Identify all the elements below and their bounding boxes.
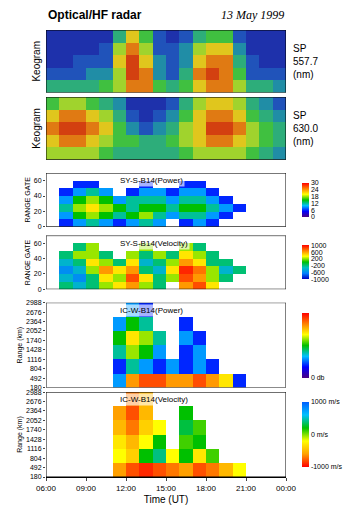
svg-text:IC-W-B14(Velocity): IC-W-B14(Velocity)	[120, 395, 188, 404]
svg-text:1116: 1116	[27, 356, 42, 363]
svg-text:0: 0	[38, 286, 42, 293]
svg-text:2988: 2988	[26, 389, 42, 396]
svg-text:IC-W-B14(Power): IC-W-B14(Power)	[120, 306, 183, 315]
svg-text:RANGE GATE: RANGE GATE	[24, 239, 31, 285]
svg-text:1740: 1740	[26, 337, 42, 344]
svg-text:2052: 2052	[26, 417, 42, 424]
svg-text:492: 492	[30, 375, 42, 382]
svg-text:Time (UT): Time (UT)	[144, 494, 189, 505]
svg-text:0: 0	[311, 213, 315, 220]
svg-text:18:00: 18:00	[196, 484, 217, 493]
svg-text:1740: 1740	[26, 426, 42, 433]
svg-text:40: 40	[34, 255, 42, 262]
svg-text:2364: 2364	[26, 318, 42, 325]
svg-text:2052: 2052	[26, 327, 42, 334]
svg-text:200: 200	[311, 255, 323, 262]
svg-text:2988: 2988	[26, 299, 42, 306]
svg-text:1116: 1116	[27, 445, 42, 452]
svg-text:804: 804	[30, 455, 42, 462]
svg-text:492: 492	[30, 464, 42, 471]
svg-text:20: 20	[34, 270, 42, 277]
svg-text:12:00: 12:00	[116, 484, 137, 493]
svg-text:Keogram: Keogram	[31, 108, 42, 149]
svg-text:804: 804	[30, 365, 42, 372]
svg-text:-1000: -1000	[311, 276, 329, 283]
svg-text:0 m/s: 0 m/s	[311, 431, 329, 438]
svg-text:Keogram: Keogram	[31, 41, 42, 82]
svg-text:SP557.7(nm): SP557.7(nm)	[293, 43, 318, 80]
svg-text:18: 18	[311, 193, 319, 200]
svg-text:06:00: 06:00	[36, 484, 57, 493]
svg-text:-600: -600	[311, 269, 325, 276]
svg-text:20: 20	[34, 208, 42, 215]
svg-text:00:00: 00:00	[276, 484, 297, 493]
svg-text:1428: 1428	[26, 436, 42, 443]
svg-text:2676: 2676	[26, 309, 42, 316]
svg-text:2676: 2676	[26, 398, 42, 405]
svg-text:180: 180	[30, 384, 42, 391]
svg-text:Optical/HF radar: Optical/HF radar	[48, 8, 142, 22]
svg-text:13 May 1999: 13 May 1999	[221, 8, 284, 22]
svg-text:1000 m/s: 1000 m/s	[311, 398, 340, 405]
svg-text:30: 30	[311, 179, 319, 186]
svg-text:6: 6	[311, 207, 315, 214]
svg-text:SY-S-B14(Power): SY-S-B14(Power)	[120, 176, 183, 185]
svg-text:2364: 2364	[26, 407, 42, 414]
svg-text:Range (km): Range (km)	[16, 327, 24, 364]
svg-text:24: 24	[311, 186, 319, 193]
svg-text:180: 180	[30, 473, 42, 480]
svg-text:SP630.0(nm): SP630.0(nm)	[293, 110, 318, 147]
svg-text:1000: 1000	[311, 242, 327, 249]
svg-text:15:00: 15:00	[156, 484, 177, 493]
svg-text:0: 0	[38, 223, 42, 230]
svg-text:12: 12	[311, 200, 319, 207]
svg-text:1428: 1428	[26, 346, 42, 353]
svg-text:-200: -200	[311, 262, 325, 269]
svg-text:SY-S-B14(Velocity): SY-S-B14(Velocity)	[120, 239, 188, 248]
svg-text:-1000 m/s: -1000 m/s	[311, 463, 343, 470]
svg-text:21:00: 21:00	[236, 484, 257, 493]
svg-text:60: 60	[34, 177, 42, 184]
svg-text:600: 600	[311, 249, 323, 256]
svg-text:Range (km): Range (km)	[16, 416, 24, 453]
svg-text:60: 60	[34, 240, 42, 247]
svg-text:RANGE GATE: RANGE GATE	[24, 177, 31, 223]
svg-text:40: 40	[34, 192, 42, 199]
svg-text:0 db: 0 db	[311, 374, 325, 381]
svg-text:09:00: 09:00	[76, 484, 97, 493]
